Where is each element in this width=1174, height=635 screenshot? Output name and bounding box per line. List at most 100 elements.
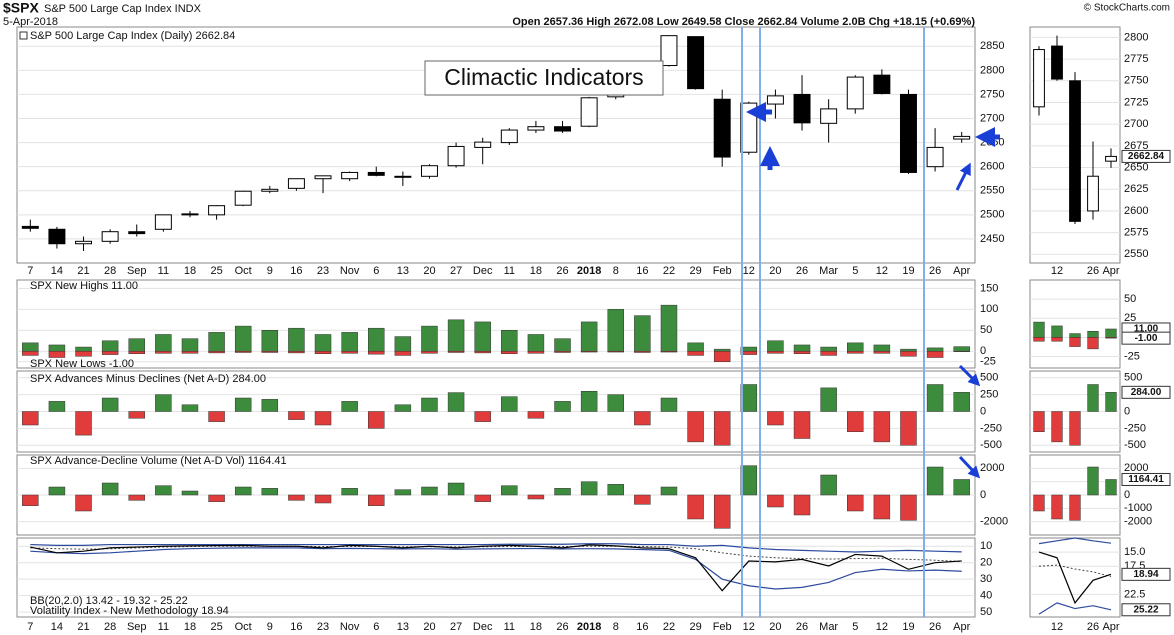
x-tick-label: 23 <box>317 621 329 633</box>
x-tick-label: 12 <box>876 265 888 277</box>
x-tick-label: 14 <box>51 265 63 277</box>
x-tick-label: Nov <box>340 621 360 633</box>
bar <box>501 350 518 355</box>
x-tick-label: Feb <box>713 621 732 633</box>
bar <box>607 350 624 353</box>
bar <box>713 411 731 446</box>
bar <box>873 494 891 520</box>
y-tick-label: 250 <box>980 389 998 401</box>
x-tick-label: 12 <box>743 265 755 277</box>
candle-body <box>287 178 305 189</box>
legend-label: SPX New Lows -1.00 <box>30 358 134 370</box>
y-tick-label: 2000 <box>1124 462 1148 474</box>
panel-frame <box>1029 279 1121 369</box>
candle-body <box>926 146 944 168</box>
bar <box>181 404 199 412</box>
y-tick-label: 2500 <box>980 209 1004 221</box>
bar <box>234 325 252 352</box>
y-tick-label: -25 <box>1124 350 1140 362</box>
y-tick-label: 30 <box>980 573 992 585</box>
y-tick-label: 2700 <box>980 112 1004 124</box>
x-tick-label: Apr <box>1102 621 1119 633</box>
y-tick-label: 2675 <box>1124 140 1148 152</box>
bb-upper <box>30 547 962 590</box>
bar <box>128 494 145 501</box>
legend-label: BB(20,2.0) 13.42 - 19.32 - 25.22 <box>30 595 188 607</box>
x-tick-label: 20 <box>423 621 435 633</box>
y-tick-label: 15.0 <box>1124 546 1145 558</box>
candle-body <box>234 190 252 206</box>
candle-body <box>580 97 598 127</box>
bar <box>474 411 491 422</box>
bar <box>687 411 704 443</box>
candle-body <box>367 171 385 176</box>
y-tick-label: 22.5 <box>1124 588 1145 600</box>
bar <box>687 350 704 356</box>
x-tick-label: 9 <box>267 621 273 633</box>
bar <box>1105 337 1117 339</box>
bar <box>474 350 491 354</box>
candle-body <box>687 36 705 90</box>
bar <box>314 411 332 426</box>
y-tick-label: 0 <box>1124 405 1130 417</box>
annotation-box <box>424 60 664 96</box>
bar <box>101 482 119 496</box>
candle-body <box>766 95 784 105</box>
x-tick-label: 22 <box>663 621 675 633</box>
value-tag-label: 25.22 <box>1133 604 1158 615</box>
bar <box>501 396 518 412</box>
x-tick-label: 20 <box>769 265 781 277</box>
x-tick-label: 26 <box>556 621 568 633</box>
y-tick-label: 2700 <box>1124 118 1148 130</box>
bar <box>447 350 465 353</box>
bb-lower <box>1038 537 1112 545</box>
bar <box>368 350 385 355</box>
bar <box>261 350 279 353</box>
y-tick-label: 0 <box>980 405 986 417</box>
bar <box>847 411 864 432</box>
bar <box>75 411 92 436</box>
bar <box>713 350 731 362</box>
candle-body <box>181 213 199 216</box>
bar <box>288 411 305 420</box>
legend-label: SPX Advances Minus Declines (Net A-D) 28… <box>30 373 266 385</box>
bar <box>1105 392 1117 412</box>
y-tick-label: -250 <box>1124 422 1146 434</box>
bar <box>341 401 358 412</box>
candle-body <box>899 93 917 173</box>
x-tick-label: 2018 <box>577 265 601 277</box>
bar <box>554 350 571 353</box>
y-tick-label: 2550 <box>1124 248 1148 260</box>
bar <box>580 321 598 352</box>
y-tick-label: 2650 <box>1124 161 1148 173</box>
y-tick-label: 2850 <box>980 40 1004 52</box>
bar <box>474 321 491 352</box>
bar <box>181 490 199 496</box>
bar <box>527 334 545 352</box>
bar <box>554 338 571 352</box>
bar <box>953 346 970 352</box>
bar <box>208 411 225 422</box>
y-tick-label: 2550 <box>980 185 1004 197</box>
candle-body <box>208 205 226 216</box>
x-tick-label: 16 <box>290 621 302 633</box>
bar <box>873 344 891 352</box>
value-tag <box>1121 472 1171 486</box>
x-tick-label: 12 <box>743 621 755 633</box>
candle-body <box>75 240 93 245</box>
candle-body <box>1051 45 1063 80</box>
value-tag-label: -1.00 <box>1135 333 1158 344</box>
bar <box>181 338 199 352</box>
bar <box>1105 479 1117 496</box>
candle-body <box>474 141 492 148</box>
bb-upper <box>1038 602 1112 615</box>
x-tick-label: 5 <box>852 621 858 633</box>
x-tick-label: 19 <box>902 621 914 633</box>
candle-body <box>846 76 864 110</box>
y-tick-label: 0 <box>980 345 986 357</box>
bar <box>660 304 678 352</box>
bar <box>341 488 358 496</box>
x-tick-label: 12 <box>876 621 888 633</box>
y-tick-label: 2450 <box>980 233 1004 245</box>
